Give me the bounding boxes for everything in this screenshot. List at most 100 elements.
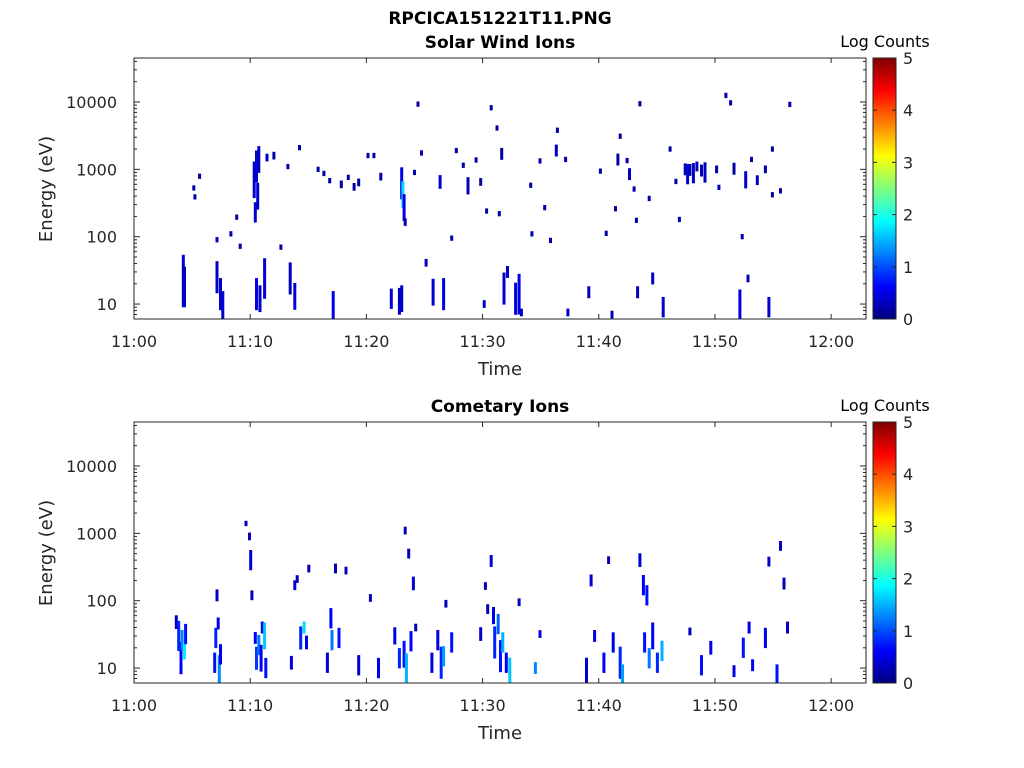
heatmap-cell — [450, 235, 454, 241]
heatmap-cell — [454, 147, 458, 154]
heatmap-cell — [695, 161, 699, 172]
x-tick-label: 11:20 — [343, 696, 389, 715]
heatmap-cell — [500, 147, 504, 160]
y-tick-label: 10 — [97, 659, 117, 678]
heatmap-cell — [502, 272, 506, 305]
y-axis-label-cometary: Energy (eV) — [36, 500, 57, 606]
heatmap-cell — [244, 520, 248, 527]
heatmap-cell — [305, 635, 308, 650]
y-tick-label: 100 — [86, 592, 117, 611]
heatmap-cell — [372, 152, 376, 159]
heatmap-cell — [647, 648, 651, 669]
heatmap-cell — [253, 632, 257, 644]
heatmap-cell — [585, 657, 588, 683]
colorbar-tick-label: 5 — [903, 413, 913, 432]
heatmap-cell — [439, 646, 443, 679]
heatmap-cell — [587, 286, 591, 299]
colorbar-tick-label: 4 — [903, 101, 913, 120]
heatmap-cell — [533, 662, 537, 674]
heatmap-cell — [403, 526, 407, 535]
heatmap-cell — [655, 652, 659, 673]
heatmap-cell — [193, 194, 197, 200]
heatmap-cell — [286, 163, 290, 170]
heatmap-cell — [250, 590, 254, 601]
heatmap-cell — [183, 266, 186, 308]
heatmap-cell — [259, 644, 263, 672]
colorbar-solar-wind — [872, 57, 897, 320]
heatmap-cell — [691, 163, 695, 184]
panel-title-solar-wind: Solar Wind Ions — [425, 33, 576, 53]
heatmap-cell — [255, 646, 258, 670]
heatmap-cell — [489, 105, 493, 111]
heatmap-cell — [183, 642, 186, 660]
heatmap-cell — [325, 652, 329, 673]
heatmap-cell — [517, 273, 521, 315]
y-tick-label: 10000 — [66, 457, 117, 476]
heatmap-cell — [403, 218, 407, 226]
heatmap-cell — [514, 282, 518, 315]
heatmap-cell — [216, 617, 220, 630]
heatmap-cell — [496, 613, 500, 635]
heatmap-cell — [593, 630, 597, 642]
heatmap-cell — [489, 555, 493, 567]
heatmap-cell — [519, 308, 523, 317]
heatmap-cell — [611, 632, 615, 653]
heatmap-cell — [316, 166, 320, 172]
heatmap-cell — [775, 664, 779, 683]
heatmap-cell — [352, 183, 356, 191]
figure-title: RPCICA151221T11.PNG — [388, 9, 611, 29]
heatmap-cell — [438, 175, 442, 189]
heatmap-cell — [634, 217, 638, 223]
heatmap-cell — [538, 158, 542, 164]
y-tick-label: 1000 — [76, 524, 117, 543]
x-tick-label: 11:00 — [111, 332, 157, 351]
heatmap-cell — [715, 165, 719, 174]
x-tick-label: 12:00 — [808, 696, 854, 715]
heatmap-cell — [717, 184, 721, 190]
heatmap-cell — [788, 101, 792, 108]
heatmap-cell — [179, 642, 183, 675]
x-tick-label: 11:10 — [227, 696, 273, 715]
heatmap-cell — [647, 195, 651, 202]
colorbar-tick-label: 4 — [903, 465, 913, 484]
heatmap-cell — [485, 208, 489, 214]
heatmap-cell — [414, 623, 418, 632]
heatmap-cell — [174, 615, 178, 629]
colorbar-tick-label: 5 — [903, 49, 913, 68]
heatmap-cell — [618, 646, 622, 679]
heatmap-cell — [214, 627, 218, 649]
heatmap-cell — [329, 608, 333, 629]
heatmap-cell — [566, 308, 570, 317]
heatmap-cell — [703, 162, 707, 183]
heatmap-cell — [751, 659, 755, 672]
heatmap-cell — [636, 286, 640, 299]
heatmap-cell — [483, 582, 487, 590]
heatmap-cell — [497, 211, 501, 217]
heatmap-cell — [249, 550, 253, 571]
heatmap-cell — [750, 156, 753, 163]
heatmap-cell — [377, 657, 380, 679]
colorbar-ticks-solar-wind: 0 1 2 3 4 5 — [873, 49, 913, 329]
heatmap-cell — [177, 620, 181, 651]
x-tick-label: 11:40 — [576, 696, 622, 715]
heatmap-cell — [397, 287, 401, 315]
heatmap-cell — [253, 202, 257, 223]
x-axis-label-solar-wind: Time — [477, 359, 522, 380]
panel-title-cometary: Cometary Ions — [431, 397, 570, 417]
heatmap-cell — [486, 604, 490, 614]
plot-frame-solar-wind — [133, 57, 867, 320]
heatmap-cell — [198, 173, 202, 179]
y-tick-label: 100 — [86, 228, 117, 247]
heatmap-cell — [466, 177, 470, 195]
axes-cometary: 11:00 11:10 11:20 11:30 11:40 11:50 12:00 10 100… — [66, 422, 866, 715]
heatmap-cell — [213, 652, 217, 673]
heatmap-cell — [598, 168, 602, 174]
heatmap-cell — [402, 194, 406, 221]
heatmap-cell — [786, 621, 789, 634]
heatmap-cell — [661, 297, 665, 318]
heatmap-cell — [740, 234, 744, 240]
heatmap-cell — [755, 175, 759, 186]
heatmap-cell — [517, 598, 521, 607]
heatmap-cell — [529, 182, 533, 188]
heatmap-cell — [288, 262, 292, 295]
